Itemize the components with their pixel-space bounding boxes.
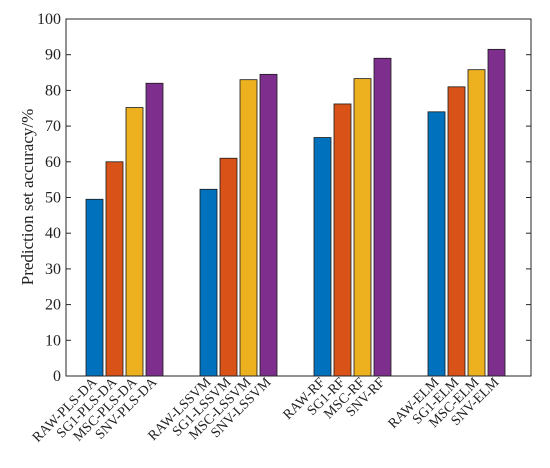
y-tick-label: 10 [45, 332, 61, 349]
bar-msc-rf [353, 78, 372, 377]
y-tick-label: 50 [45, 190, 61, 207]
bar-raw-elm [427, 111, 446, 377]
bar-snv-elm [487, 48, 506, 377]
bar-snv-lssvm [259, 73, 278, 377]
bar-snv-rf [373, 57, 392, 377]
y-tick-label: 20 [45, 297, 61, 314]
bar-msc-elm [467, 69, 486, 377]
bar-raw-lssvm [199, 188, 218, 377]
y-tick-label: 90 [45, 47, 61, 64]
bar-sg1-pls-da [105, 161, 124, 377]
y-tick-label: 0 [53, 368, 61, 385]
bar-msc-lssvm [239, 79, 258, 377]
y-tick-label: 30 [45, 261, 61, 278]
y-tick-label: 60 [45, 154, 61, 171]
bar-sg1-lssvm [219, 157, 238, 377]
y-tick-label: 40 [45, 225, 61, 242]
bar-sg1-elm [447, 86, 466, 377]
y-axis-title: Prediction set accuracy/% [18, 109, 37, 286]
bar-raw-pls-da [85, 198, 104, 377]
bar-snv-pls-da [145, 82, 164, 377]
bar-msc-pls-da [125, 107, 144, 377]
y-tick-label: 100 [37, 11, 61, 28]
bar-sg1-rf [333, 103, 352, 377]
y-tick-label: 70 [45, 118, 61, 135]
y-tick-label: 80 [45, 82, 61, 99]
bar-raw-rf [313, 137, 332, 377]
